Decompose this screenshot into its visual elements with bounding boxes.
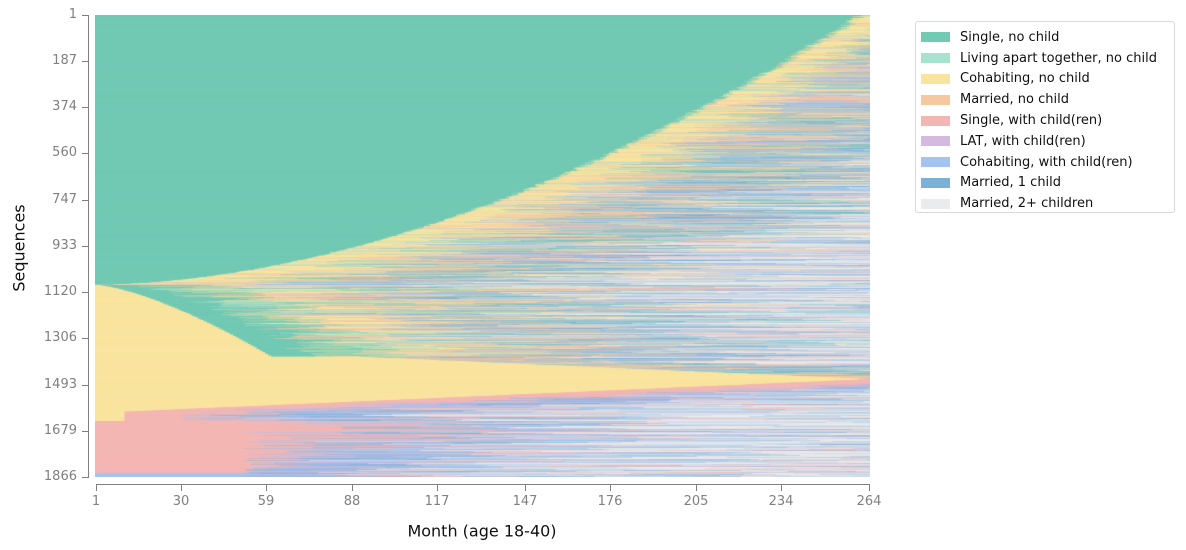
x-tick-label: 234: [768, 494, 794, 509]
legend-swatch: [921, 177, 950, 188]
x-tick-mark: [781, 485, 782, 491]
y-tick-mark: [82, 15, 88, 16]
y-tick-mark: [82, 338, 88, 339]
x-tick-mark: [696, 485, 697, 491]
legend-label: Single, with child(ren): [960, 113, 1103, 129]
x-axis-label: Month (age 18-40): [407, 521, 557, 541]
legend-swatch: [921, 73, 950, 84]
x-tick-label: 147: [512, 494, 538, 509]
x-tick-label: 1: [91, 494, 101, 509]
y-tick-mark: [82, 61, 88, 62]
legend-item: Cohabiting, no child: [921, 69, 1174, 90]
x-tick-label: 176: [597, 494, 623, 509]
legend-item: Cohabiting, with child(ren): [921, 152, 1174, 173]
legend-label: Cohabiting, with child(ren): [960, 154, 1133, 170]
y-tick-label: 1120: [43, 284, 77, 299]
y-tick-label: 933: [52, 238, 77, 253]
legend-item: Married, 2+ children: [921, 193, 1174, 214]
x-tick-label: 88: [343, 494, 361, 509]
legend-label: Married, 2+ children: [960, 196, 1094, 212]
x-tick-mark: [352, 485, 353, 491]
y-tick-label: 1: [68, 7, 77, 22]
legend-item: Married, 1 child: [921, 173, 1174, 194]
y-tick-label: 1306: [43, 330, 77, 345]
legend-label: Living apart together, no child: [960, 50, 1157, 66]
x-tick-mark: [181, 485, 182, 491]
y-axis-label: Sequences: [9, 204, 29, 292]
x-tick-label: 117: [424, 494, 450, 509]
x-tick-label: 264: [856, 494, 882, 509]
x-tick-label: 205: [683, 494, 709, 509]
y-tick-label: 747: [52, 192, 77, 207]
legend-item: LAT, with child(ren): [921, 131, 1174, 152]
y-tick-mark: [82, 107, 88, 108]
x-tick-mark: [525, 485, 526, 491]
plot-area: [95, 15, 870, 477]
legend-swatch: [921, 94, 950, 105]
x-tick-mark: [610, 485, 611, 491]
legend-label: Single, no child: [960, 29, 1060, 45]
legend-item: Living apart together, no child: [921, 48, 1174, 69]
legend-item: Single, no child: [921, 27, 1174, 48]
x-tick-mark: [96, 485, 97, 491]
y-tick-mark: [82, 292, 88, 293]
y-tick-label: 374: [52, 99, 77, 114]
legend-swatch: [921, 115, 950, 126]
legend-swatch: [921, 32, 950, 43]
legend-item: Single, with child(ren): [921, 110, 1174, 131]
y-tick-label: 1866: [43, 469, 77, 484]
y-tick-label: 1493: [43, 377, 77, 392]
y-tick-mark: [82, 200, 88, 201]
x-tick-mark: [437, 485, 438, 491]
y-tick-label: 1679: [43, 423, 77, 438]
legend-swatch: [921, 136, 950, 147]
legend: Single, no child Living apart together, …: [915, 21, 1175, 213]
y-tick-mark: [82, 431, 88, 432]
x-tick-mark: [869, 485, 870, 491]
legend-swatch: [921, 157, 950, 168]
y-axis-spine: [88, 15, 89, 478]
y-tick-mark: [82, 385, 88, 386]
legend-label: Cohabiting, no child: [960, 71, 1090, 87]
legend-label: LAT, with child(ren): [960, 133, 1086, 149]
x-tick-label: 59: [257, 494, 275, 509]
legend-label: Married, 1 child: [960, 175, 1062, 191]
x-tick-mark: [266, 485, 267, 491]
y-tick-label: 187: [52, 53, 77, 68]
y-tick-mark: [82, 153, 88, 154]
legend-swatch: [921, 53, 950, 64]
legend-label: Married, no child: [960, 92, 1069, 108]
y-tick-label: 560: [52, 145, 77, 160]
x-axis-spine: [96, 484, 870, 485]
y-tick-mark: [82, 477, 88, 478]
y-tick-mark: [82, 246, 88, 247]
legend-swatch: [921, 198, 950, 209]
x-tick-label: 30: [172, 494, 190, 509]
legend-item: Married, no child: [921, 89, 1174, 110]
